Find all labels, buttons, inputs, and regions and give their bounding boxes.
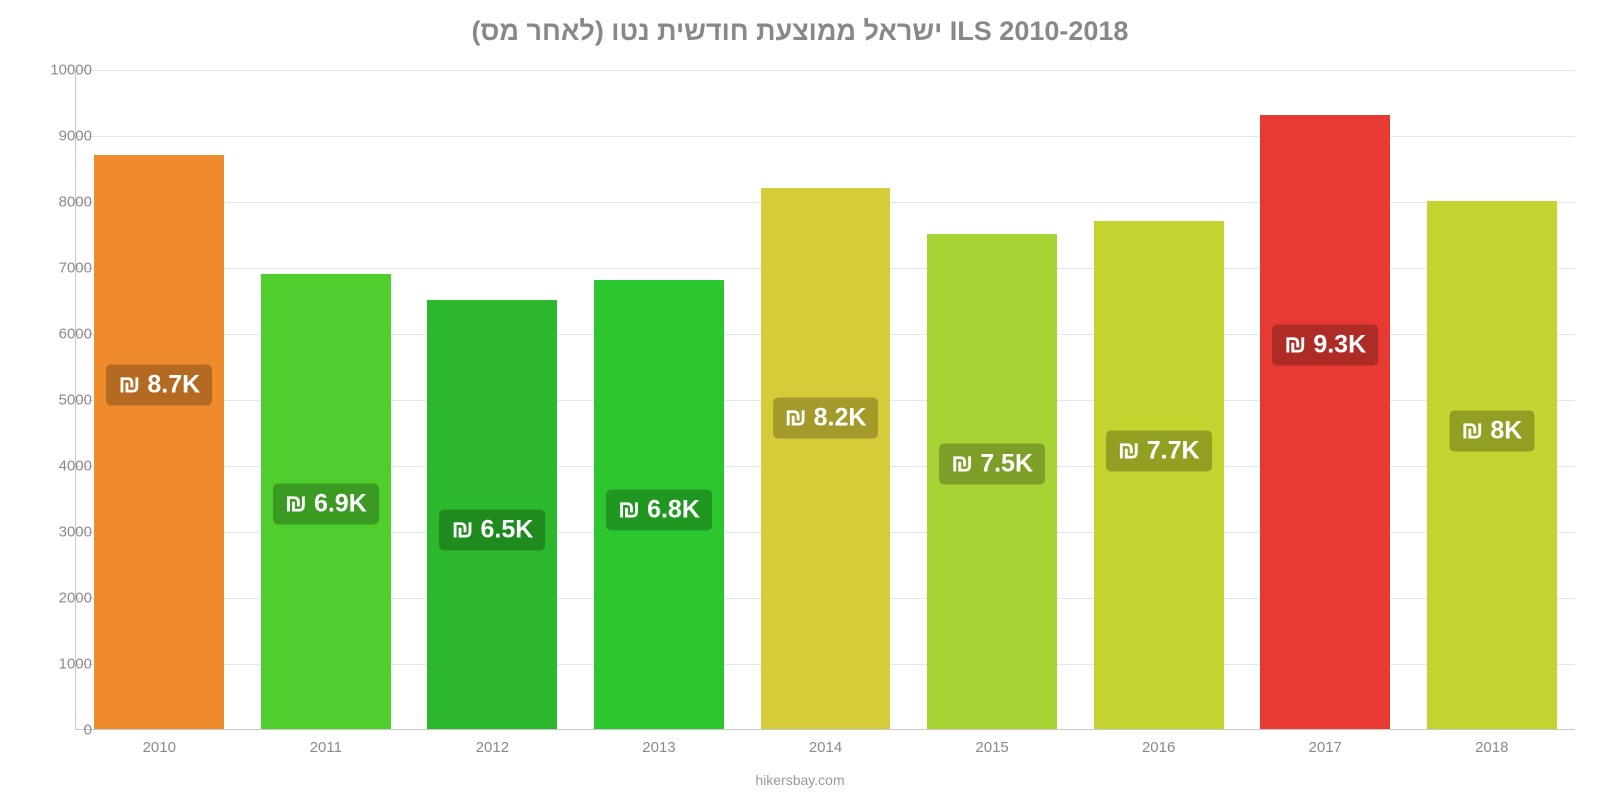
x-tick-label: 2018: [1475, 739, 1508, 756]
y-tick-label: 5000: [32, 392, 92, 409]
x-tick-label: 2017: [1309, 739, 1342, 756]
bar-slot: ₪ 9.3K2017: [1242, 70, 1409, 729]
x-tick-label: 2013: [642, 739, 675, 756]
bar-slot: ₪ 6.8K2013: [576, 70, 743, 729]
chart-title: ישראל ממוצעת חודשית נטו (לאחר מס) ILS 20…: [0, 16, 1600, 47]
bar: ₪ 6.5K: [427, 300, 557, 729]
chart-container: ישראל ממוצעת חודשית נטו (לאחר מס) ILS 20…: [0, 0, 1600, 800]
bar: ₪ 6.9K: [261, 274, 391, 729]
bar: ₪ 7.7K: [1094, 221, 1224, 729]
bar-value-label: ₪ 6.9K: [273, 483, 379, 524]
bar: ₪ 7.5K: [927, 234, 1057, 729]
x-tick-label: 2010: [143, 739, 176, 756]
bar-slot: ₪ 8.7K2010: [76, 70, 243, 729]
bar-slot: ₪ 7.5K2015: [909, 70, 1076, 729]
x-tick-label: 2011: [310, 739, 342, 756]
x-tick-label: 2014: [809, 739, 842, 756]
bar-slot: ₪ 6.9K2011: [243, 70, 410, 729]
plot-area: ₪ 8.7K2010₪ 6.9K2011₪ 6.5K2012₪ 6.8K2013…: [75, 70, 1575, 730]
y-tick-label: 1000: [32, 656, 92, 673]
y-tick-label: 9000: [32, 128, 92, 145]
x-tick-label: 2012: [476, 739, 509, 756]
bar: ₪ 6.8K: [594, 280, 724, 729]
bar-slot: ₪ 8K2018: [1409, 70, 1576, 729]
y-tick-label: 8000: [32, 194, 92, 211]
bar-value-label: ₪ 7.5K: [939, 444, 1045, 485]
y-tick-label: 0: [32, 722, 92, 739]
bar-group: ₪ 8.7K2010₪ 6.9K2011₪ 6.5K2012₪ 6.8K2013…: [76, 70, 1575, 729]
y-tick-label: 4000: [32, 458, 92, 475]
y-tick-label: 10000: [32, 62, 92, 79]
y-tick-label: 7000: [32, 260, 92, 277]
y-tick-label: 6000: [32, 326, 92, 343]
bar-value-label: ₪ 8K: [1449, 411, 1534, 452]
bar-value-label: ₪ 6.5K: [439, 510, 545, 551]
bar: ₪ 8.7K: [94, 155, 224, 729]
source-footer: hikersbay.com: [0, 772, 1600, 788]
bar-value-label: ₪ 8.2K: [773, 397, 879, 438]
bar-slot: ₪ 8.2K2014: [742, 70, 909, 729]
bar-value-label: ₪ 6.8K: [606, 490, 712, 531]
bar-value-label: ₪ 9.3K: [1272, 325, 1378, 366]
bar: ₪ 8K: [1427, 201, 1557, 729]
x-tick-label: 2016: [1142, 739, 1175, 756]
y-tick-label: 2000: [32, 590, 92, 607]
bar: ₪ 9.3K: [1260, 115, 1390, 729]
bar-slot: ₪ 7.7K2016: [1075, 70, 1242, 729]
bar: ₪ 8.2K: [761, 188, 891, 729]
bar-slot: ₪ 6.5K2012: [409, 70, 576, 729]
bar-value-label: ₪ 8.7K: [106, 364, 212, 405]
x-tick-label: 2015: [975, 739, 1008, 756]
y-tick-label: 3000: [32, 524, 92, 541]
bar-value-label: ₪ 7.7K: [1106, 430, 1212, 471]
